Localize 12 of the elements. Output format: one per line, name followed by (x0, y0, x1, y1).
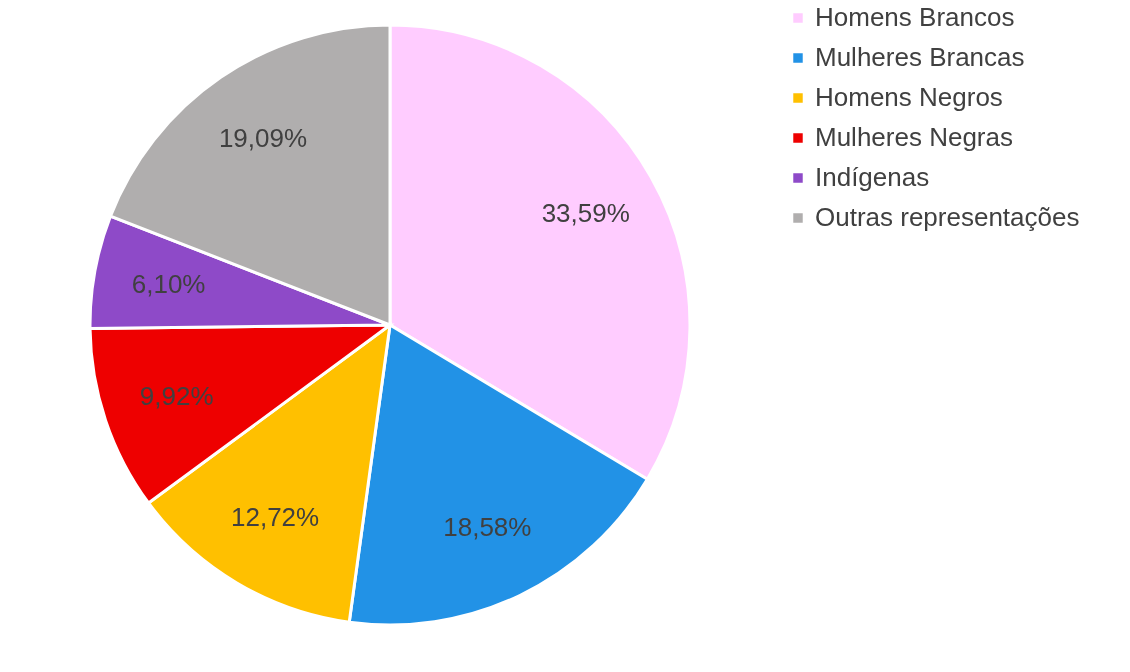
legend-label: Homens Negros (815, 82, 1003, 112)
legend-label: Indígenas (815, 162, 930, 192)
legend-label: Mulheres Negras (815, 122, 1013, 152)
data-label: 33,59% (541, 198, 630, 229)
legend-label: Outras representações (815, 202, 1080, 232)
data-label: 12,72% (231, 502, 320, 533)
data-label: 19,09% (218, 123, 308, 154)
legend-label: Mulheres Brancas (815, 42, 1025, 72)
data-label: 9,92% (139, 380, 214, 411)
data-label: 6,10% (131, 268, 206, 299)
data-label: 18,58% (443, 511, 532, 542)
legend-label: Homens Brancos (815, 2, 1015, 32)
